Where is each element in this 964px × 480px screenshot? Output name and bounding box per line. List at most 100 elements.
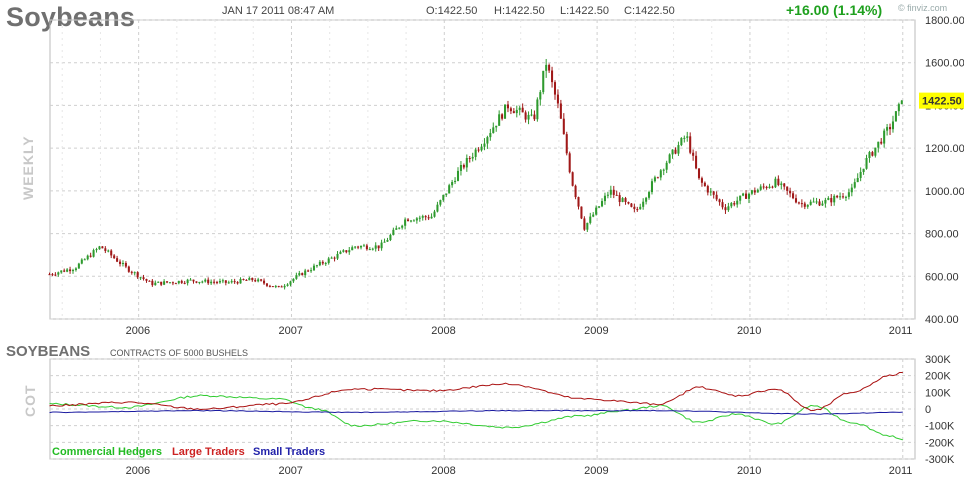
candle-body: [298, 273, 301, 276]
candle-body: [827, 198, 830, 200]
candle-body: [562, 118, 565, 135]
candle-body: [836, 195, 839, 198]
candle-body: [744, 193, 748, 199]
candle-body: [900, 100, 903, 105]
candle-body: [695, 155, 698, 169]
candle-body: [148, 280, 151, 282]
candle-body: [818, 201, 821, 206]
candle-body: [874, 147, 877, 156]
candle-body: [439, 200, 442, 205]
candle-body: [442, 194, 445, 201]
candle-body: [656, 177, 659, 179]
candle-body: [409, 220, 413, 222]
candle-body: [274, 286, 277, 288]
candle-body: [116, 258, 119, 262]
candle-body: [639, 206, 642, 210]
candle-body: [518, 107, 521, 110]
cot-series-line: [49, 394, 903, 441]
candle-body: [80, 259, 83, 264]
candle-body: [680, 138, 683, 146]
candle-body: [833, 195, 836, 203]
candle-body: [524, 112, 527, 120]
candle-body: [286, 284, 289, 286]
candle-body: [371, 248, 374, 250]
candle-body: [168, 282, 172, 284]
candle-body: [110, 250, 113, 256]
last-price-badge: [919, 92, 964, 109]
candle-body: [739, 195, 742, 201]
candle-body: [404, 219, 407, 226]
candle-body: [548, 64, 551, 71]
quote-close: C:1422.50: [624, 5, 675, 17]
candle-body: [121, 262, 124, 264]
price-y-tick: 1600.00: [925, 58, 964, 70]
candle-body: [427, 217, 430, 219]
candle-body: [856, 177, 859, 183]
candle-body: [830, 198, 833, 203]
candle-body: [401, 225, 404, 228]
cot-y-tick: -200K: [925, 437, 955, 449]
candle-body: [809, 201, 812, 205]
candle-body: [107, 250, 110, 252]
candle-body: [889, 127, 892, 130]
candle-body: [553, 82, 557, 95]
candle-body: [407, 219, 410, 222]
cot-x-tick: 2006: [126, 465, 150, 477]
candle-body: [304, 270, 307, 276]
candle-body: [374, 245, 377, 249]
cot-y-tick: 0: [925, 404, 931, 416]
candle-body: [415, 218, 418, 221]
candle-body: [495, 125, 498, 128]
candle-body: [862, 168, 865, 172]
candle-body: [530, 114, 533, 116]
candle-body: [509, 108, 512, 112]
candle-body: [157, 281, 160, 283]
candle-body: [504, 104, 507, 119]
candle-body: [218, 281, 221, 283]
candle-body: [151, 280, 154, 286]
candle-body: [277, 286, 280, 288]
candle-body: [251, 277, 254, 281]
candle-body: [844, 196, 847, 198]
candle-body: [501, 114, 504, 119]
candle-body: [459, 165, 462, 171]
candle-body: [612, 189, 615, 195]
candle-body: [312, 265, 316, 271]
candle-body: [83, 259, 86, 261]
cot-x-tick: 2008: [431, 465, 455, 477]
candle-body: [565, 134, 568, 154]
candle-body: [77, 263, 80, 269]
candle-body: [824, 199, 827, 204]
candle-body: [891, 121, 895, 130]
price-x-tick: 2011: [889, 325, 913, 337]
candle-body: [697, 168, 701, 179]
candle-body: [753, 190, 756, 193]
candle-body: [130, 271, 133, 273]
candle-body: [683, 137, 686, 139]
candle-body: [721, 202, 724, 208]
candle-body: [351, 247, 354, 251]
candle-body: [474, 149, 477, 157]
candle-body: [880, 141, 883, 144]
candle-body: [465, 157, 468, 168]
candle-body: [213, 281, 216, 283]
candle-body: [492, 127, 495, 134]
candle-body: [86, 255, 89, 260]
candle-body: [139, 277, 142, 279]
candle-body: [592, 214, 595, 217]
candle-body: [383, 241, 386, 243]
candle-body: [600, 201, 604, 207]
candle-body: [365, 245, 368, 250]
price-y-tick: 1200.00: [925, 143, 964, 155]
candle-body: [539, 92, 542, 100]
last-price-label: 1422.50: [922, 96, 962, 108]
candle-body: [271, 286, 274, 288]
candle-body: [60, 270, 63, 273]
candle-body: [69, 269, 72, 272]
price-x-tick: 2010: [737, 325, 761, 337]
candle-body: [48, 274, 51, 276]
candle-body: [321, 261, 324, 264]
candle-body: [362, 245, 365, 247]
candle-body: [586, 222, 589, 230]
candle-body: [95, 249, 98, 251]
